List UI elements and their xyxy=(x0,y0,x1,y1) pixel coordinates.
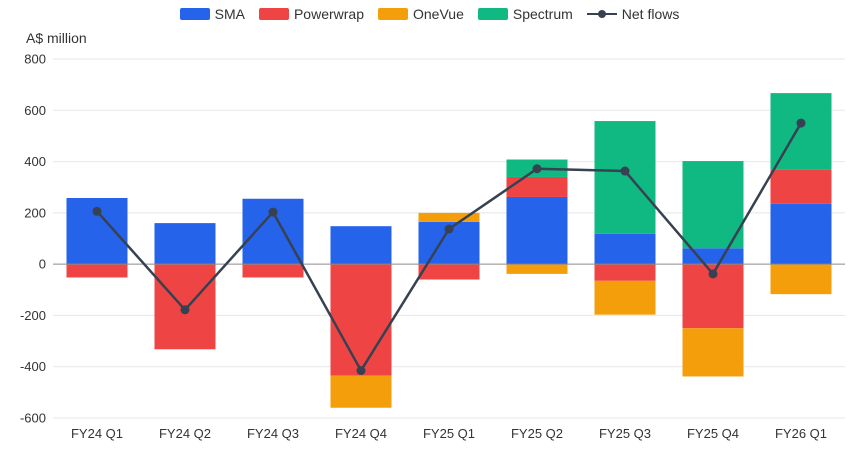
net-flows-line xyxy=(92,118,806,376)
legend-item-spectrum[interactable]: Spectrum xyxy=(477,6,573,22)
y-tick-label: 600 xyxy=(24,103,46,118)
y-tick-label: 800 xyxy=(24,52,46,67)
legend-swatch-powerwrap xyxy=(258,8,289,20)
bar-segment-sma[interactable] xyxy=(154,223,216,265)
legend-label-powerwrap: Powerwrap xyxy=(293,6,364,22)
bar-segment-onevue[interactable] xyxy=(330,375,392,408)
legend-item-powerwrap[interactable]: Powerwrap xyxy=(258,6,364,22)
bar-segment-powerwrap[interactable] xyxy=(242,264,304,278)
bar-segment-powerwrap[interactable] xyxy=(418,264,480,280)
bar-segment-sma[interactable] xyxy=(330,226,392,265)
y-axis-title: A$ million xyxy=(26,30,87,46)
y-tick-label: -400 xyxy=(20,359,46,374)
bar-segment-onevue[interactable] xyxy=(682,328,744,377)
x-tick-label: FY24 Q3 xyxy=(247,426,299,441)
bar-segment-sma[interactable] xyxy=(594,233,656,265)
axes: -600 -400 -200 0 200 400 600 800 FY24 Q1 FY24 Q2 F… xyxy=(20,52,845,441)
bar-segment-powerwrap[interactable] xyxy=(66,264,128,278)
legend-item-onevue[interactable]: OneVue xyxy=(378,6,464,22)
bar-segment-powerwrap[interactable] xyxy=(594,264,656,281)
y-tick-label: -600 xyxy=(20,411,46,426)
net-flows-point[interactable] xyxy=(708,269,718,279)
bar-segment-sma[interactable] xyxy=(682,248,744,265)
net-flows-point[interactable] xyxy=(180,305,190,315)
legend-item-net-flows[interactable]: Net flows xyxy=(586,6,680,22)
x-tick-label: FY25 Q4 xyxy=(687,426,739,441)
x-tick-label: FY24 Q1 xyxy=(71,426,123,441)
legend-label-sma: SMA xyxy=(214,6,245,22)
bar-segment-sma[interactable] xyxy=(506,196,568,265)
bar-segment-powerwrap[interactable] xyxy=(506,176,568,197)
legend-label-spectrum: Spectrum xyxy=(512,6,573,22)
legend-swatch-spectrum xyxy=(477,8,508,20)
chart-legend: SMA Powerwrap OneVue Spectrum Net flows xyxy=(0,6,859,22)
net-flows-point[interactable] xyxy=(444,224,454,234)
y-tick-label: 200 xyxy=(24,205,46,220)
y-tick-label: 400 xyxy=(24,154,46,169)
bar-segment-powerwrap[interactable] xyxy=(330,264,392,376)
bar-segment-onevue[interactable] xyxy=(770,264,832,295)
bar-segment-sma[interactable] xyxy=(770,203,832,265)
bar-segment-spectrum[interactable] xyxy=(594,121,656,234)
x-tick-label: FY26 Q1 xyxy=(775,426,827,441)
net-flows-point[interactable] xyxy=(620,166,630,176)
net-flows-point[interactable] xyxy=(356,366,366,376)
net-flows-point[interactable] xyxy=(532,164,542,174)
legend-item-sma[interactable]: SMA xyxy=(179,6,245,22)
net-flows-point[interactable] xyxy=(796,118,806,128)
bar-segment-onevue[interactable] xyxy=(594,280,656,315)
x-tick-label: FY24 Q4 xyxy=(335,426,387,441)
y-tick-label: -200 xyxy=(20,308,46,323)
net-flows-point[interactable] xyxy=(268,207,278,217)
bar-segment-powerwrap[interactable] xyxy=(770,169,832,204)
legend-label-onevue: OneVue xyxy=(413,6,464,22)
y-tick-label: 0 xyxy=(39,257,46,272)
bar-segment-onevue[interactable] xyxy=(418,212,480,222)
bar-segment-spectrum[interactable] xyxy=(682,161,744,249)
x-tick-label: FY25 Q3 xyxy=(599,426,651,441)
legend-swatch-net-flows xyxy=(586,8,617,20)
legend-swatch-sma xyxy=(179,8,210,20)
legend-swatch-onevue xyxy=(378,8,408,20)
bar-segments xyxy=(66,93,832,408)
x-tick-label: FY25 Q1 xyxy=(423,426,475,441)
x-tick-label: FY24 Q2 xyxy=(159,426,211,441)
x-tick-label: FY25 Q2 xyxy=(511,426,563,441)
bar-segment-onevue[interactable] xyxy=(506,264,568,274)
net-flows-point[interactable] xyxy=(92,206,102,216)
legend-label-net-flows: Net flows xyxy=(621,6,680,22)
